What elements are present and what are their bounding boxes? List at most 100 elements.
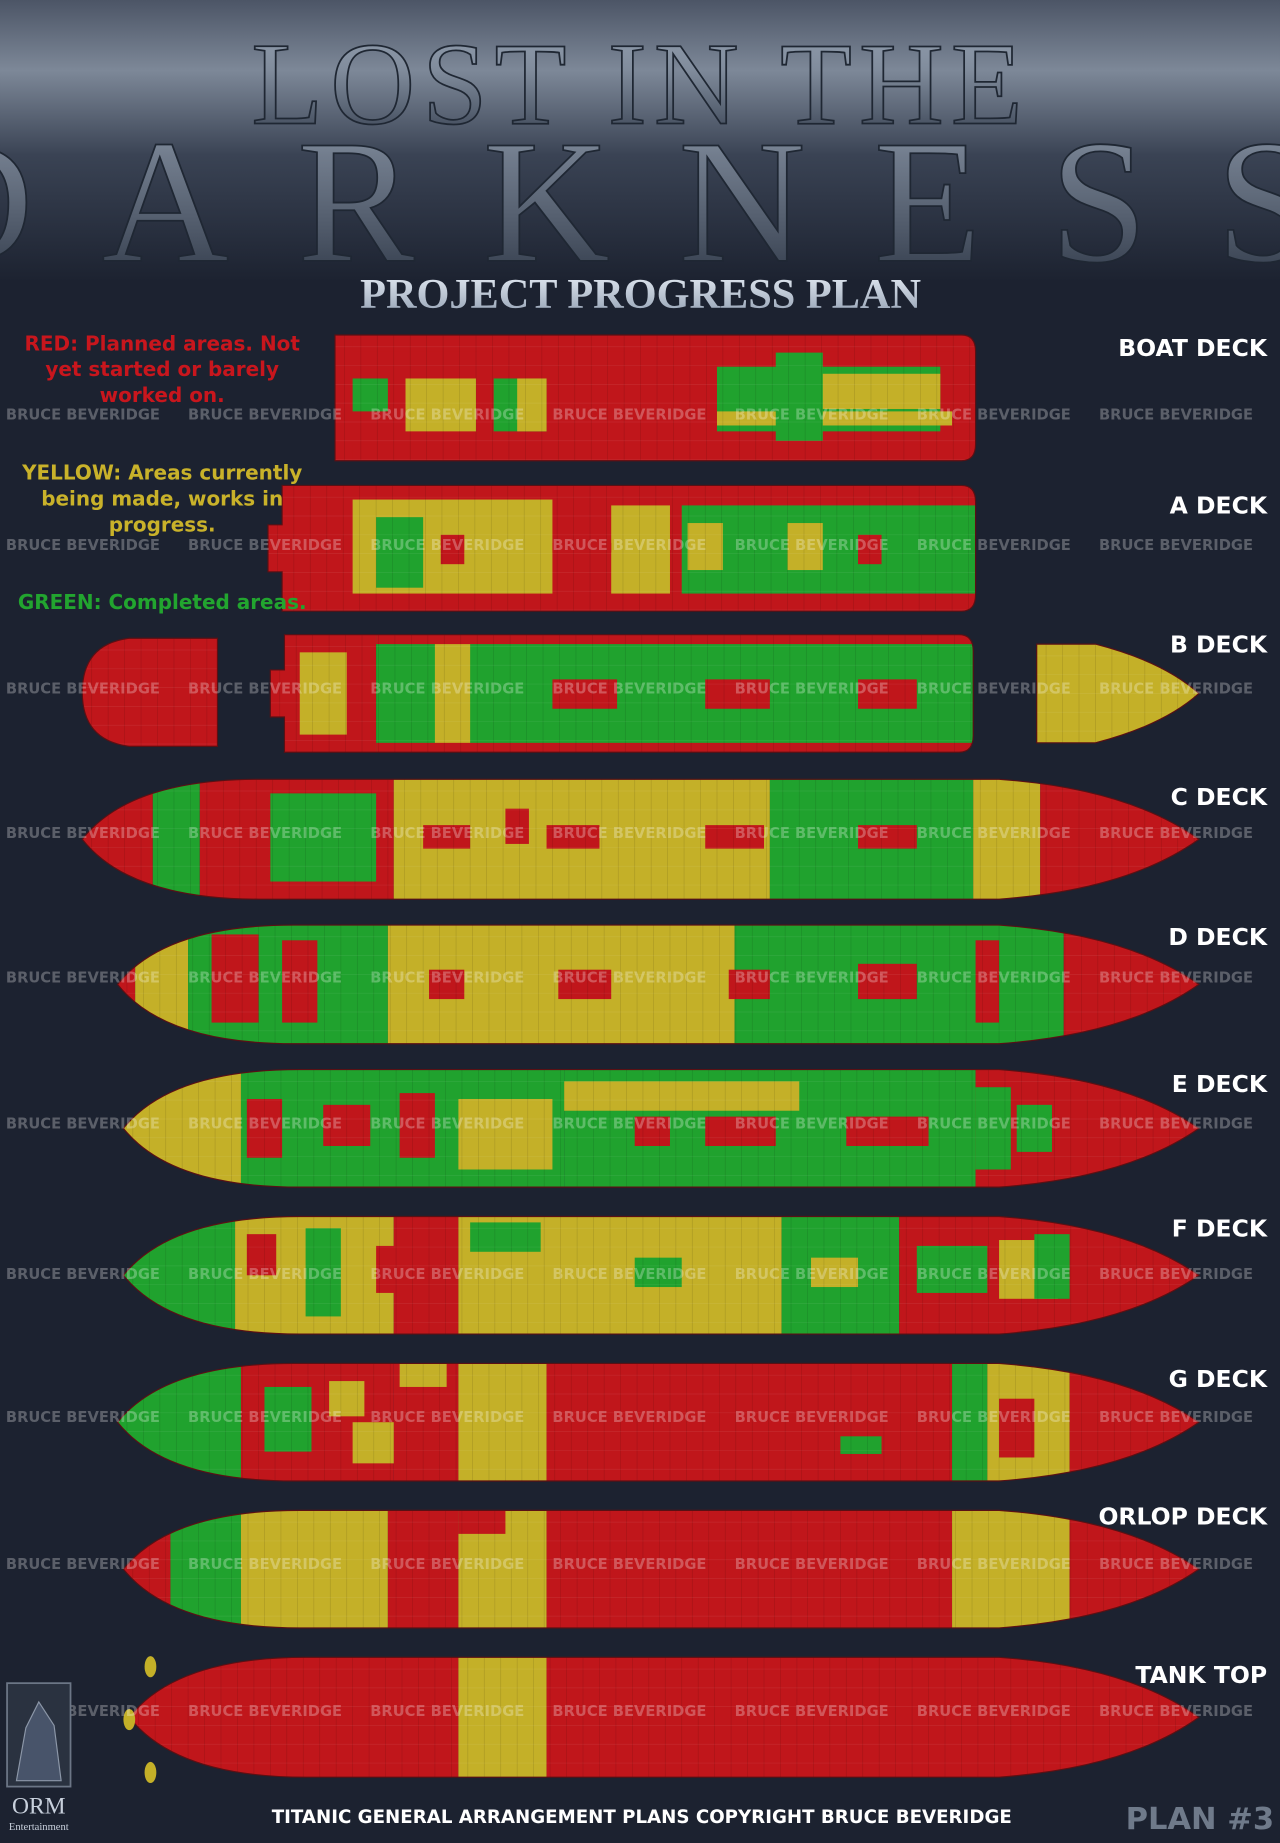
progress-area xyxy=(728,969,770,1000)
watermark: BRUCE BEVERIDGE xyxy=(917,1703,1071,1720)
progress-area xyxy=(705,1116,776,1146)
progress-zone xyxy=(952,1510,1070,1628)
progress-area xyxy=(975,1087,1011,1170)
deck-outline xyxy=(269,634,974,753)
progress-area xyxy=(564,1081,800,1111)
watermark: BRUCE BEVERIDGE xyxy=(6,537,160,554)
legend-text: progress. xyxy=(109,512,216,536)
progress-area xyxy=(634,1116,670,1146)
progress-area xyxy=(999,1398,1035,1458)
watermark: BRUCE BEVERIDGE xyxy=(735,1266,889,1283)
watermark: BRUCE BEVERIDGE xyxy=(1099,407,1253,424)
legend-text: yet started or barely xyxy=(45,357,279,381)
watermark: BRUCE BEVERIDGE xyxy=(6,1409,160,1426)
logo-figure xyxy=(15,1700,62,1782)
progress-area xyxy=(858,825,917,849)
watermark: BRUCE BEVERIDGE xyxy=(370,825,524,842)
progress-area xyxy=(1016,1104,1052,1152)
watermark: BRUCE BEVERIDGE xyxy=(370,1703,524,1720)
legend-text: worked on. xyxy=(100,383,225,407)
watermark: BRUCE BEVERIDGE xyxy=(6,1266,160,1283)
watermark: BRUCE BEVERIDGE xyxy=(735,1115,889,1132)
watermark: BRUCE BEVERIDGE xyxy=(370,1409,524,1426)
progress-area xyxy=(323,1104,371,1146)
watermark: BRUCE BEVERIDGE xyxy=(917,1266,1071,1283)
watermark: BRUCE BEVERIDGE xyxy=(552,825,706,842)
progress-zone xyxy=(152,779,200,900)
progress-area xyxy=(705,679,770,709)
progress-area xyxy=(352,378,388,412)
watermark: BRUCE BEVERIDGE xyxy=(917,537,1071,554)
watermark: BRUCE BEVERIDGE xyxy=(917,680,1071,697)
progress-area xyxy=(399,1093,435,1158)
progress-area xyxy=(423,825,471,849)
progress-area xyxy=(846,1116,929,1146)
watermark: BRUCE BEVERIDGE xyxy=(188,1409,342,1426)
progress-area xyxy=(552,543,612,553)
progress-zone xyxy=(458,1363,547,1481)
progress-area xyxy=(552,679,618,709)
deck-plan xyxy=(334,334,976,461)
propeller xyxy=(144,1761,157,1784)
progress-area xyxy=(352,444,976,461)
watermark: BRUCE BEVERIDGE xyxy=(188,1266,342,1283)
legend-text: YELLOW: Areas currently xyxy=(21,461,302,485)
propeller xyxy=(144,1656,157,1678)
watermark: BRUCE BEVERIDGE xyxy=(188,1556,342,1573)
watermark: BRUCE BEVERIDGE xyxy=(552,537,706,554)
progress-area xyxy=(352,1422,394,1464)
progress-zone xyxy=(952,1363,988,1481)
progress-area xyxy=(270,793,377,882)
footer-copyright: TITANIC GENERAL ARRANGEMENT PLANS COPYRI… xyxy=(272,1807,1012,1828)
watermark: BRUCE BEVERIDGE xyxy=(370,970,524,987)
watermark: BRUCE BEVERIDGE xyxy=(552,680,706,697)
watermark: BRUCE BEVERIDGE xyxy=(552,1409,706,1426)
watermark: BRUCE BEVERIDGE xyxy=(917,1409,1071,1426)
watermark: BRUCE BEVERIDGE xyxy=(552,1115,706,1132)
watermark: BRUCE BEVERIDGE xyxy=(6,970,160,987)
watermark: BRUCE BEVERIDGE xyxy=(1099,680,1253,697)
progress-area xyxy=(376,1245,400,1293)
progress-area xyxy=(305,1228,341,1317)
watermark: BRUCE BEVERIDGE xyxy=(1099,1115,1253,1132)
watermark: BRUCE BEVERIDGE xyxy=(735,970,889,987)
watermark: BRUCE BEVERIDGE xyxy=(552,1703,706,1720)
progress-area xyxy=(611,505,670,594)
watermark: BRUCE BEVERIDGE xyxy=(735,1556,889,1573)
deck-label: BOAT DECK xyxy=(1118,334,1268,362)
progress-area xyxy=(822,373,941,410)
progress-area xyxy=(681,505,976,594)
watermark: BRUCE BEVERIDGE xyxy=(188,825,342,842)
progress-area xyxy=(376,742,974,753)
progress-area xyxy=(376,634,974,645)
watermark: BRUCE BEVERIDGE xyxy=(6,825,160,842)
progress-area xyxy=(264,1386,312,1452)
progress-area xyxy=(634,1257,682,1288)
progress-area xyxy=(916,1245,988,1293)
legend-text: GREEN: Completed areas. xyxy=(18,590,307,614)
progress-zone xyxy=(973,779,1041,900)
deck-outline xyxy=(122,1069,1200,1188)
deck-label: C DECK xyxy=(1171,783,1268,811)
watermark: BRUCE BEVERIDGE xyxy=(1099,970,1253,987)
progress-area xyxy=(405,378,477,432)
deck-outline xyxy=(81,778,1200,900)
progress-area xyxy=(329,1381,365,1417)
progress-zone xyxy=(458,1657,547,1778)
watermark: BRUCE BEVERIDGE xyxy=(188,407,342,424)
watermark: BRUCE BEVERIDGE xyxy=(1099,1556,1253,1573)
progress-area xyxy=(705,825,765,849)
watermark: BRUCE BEVERIDGE xyxy=(552,407,706,424)
watermark: BRUCE BEVERIDGE xyxy=(370,537,524,554)
title-line-2: DARKNESS xyxy=(0,105,1280,300)
progress-zone xyxy=(170,1510,241,1628)
watermark: BRUCE BEVERIDGE xyxy=(6,680,160,697)
watermark: BRUCE BEVERIDGE xyxy=(917,1115,1071,1132)
progress-area xyxy=(858,534,882,565)
deck-outline xyxy=(122,1509,1200,1629)
watermark: BRUCE BEVERIDGE xyxy=(188,680,342,697)
progress-area xyxy=(558,969,612,1000)
progress-area xyxy=(434,634,471,753)
watermarks: BRUCE BEVERIDGE BRUCE BEVERIDGE BRUCE BEVE… xyxy=(6,407,1253,1720)
